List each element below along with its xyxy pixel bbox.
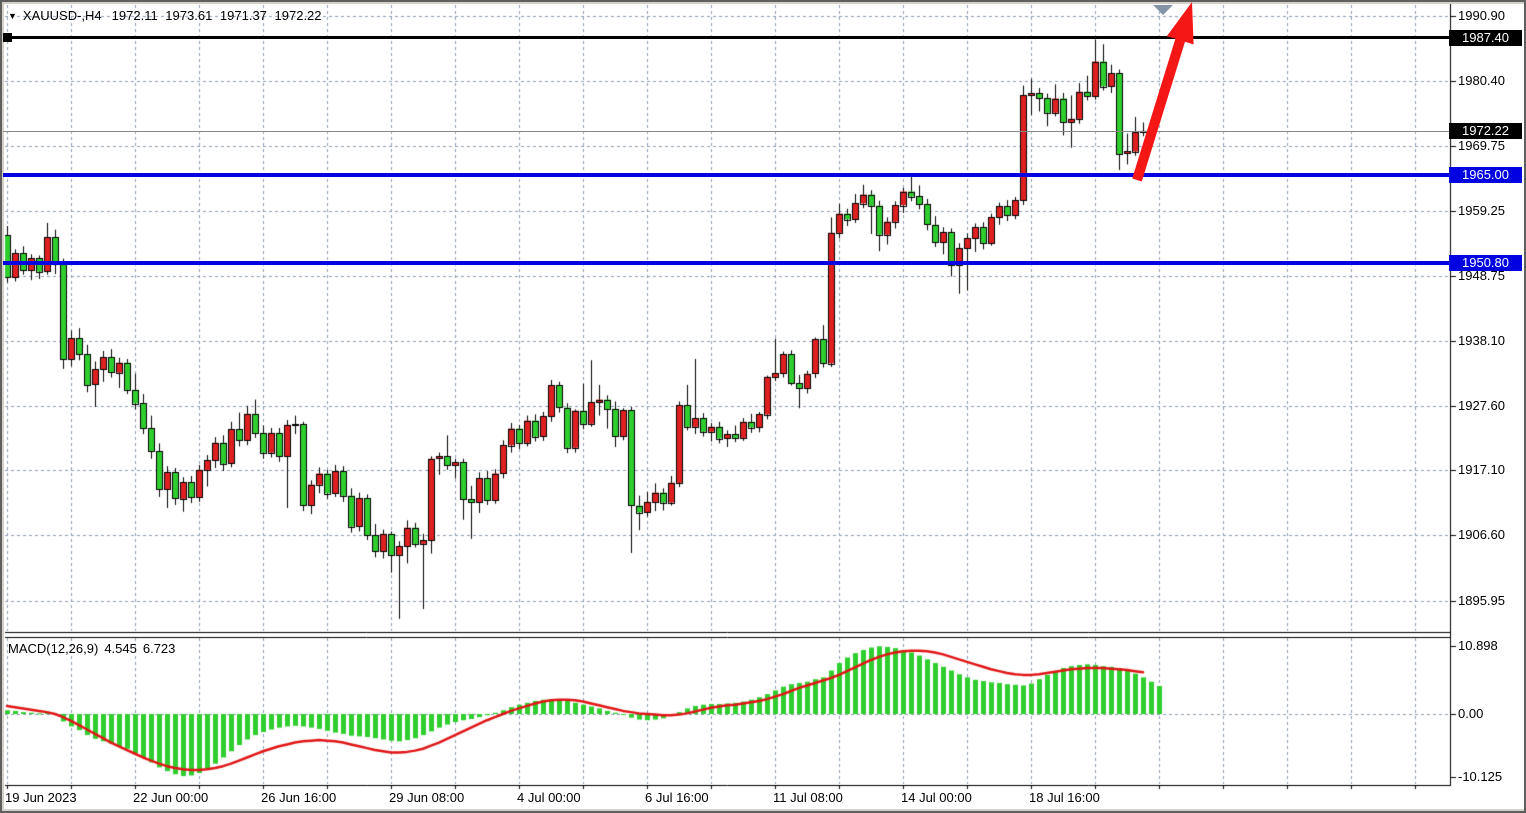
- time-tick-label: 19 Jun 2023: [5, 790, 77, 805]
- time-tick-label: 18 Jul 16:00: [1029, 790, 1100, 805]
- resistance-line[interactable]: [3, 33, 1450, 43]
- symbol-period-label: XAUUSD-,H4: [22, 8, 102, 23]
- time-tick-label: 22 Jun 00:00: [133, 790, 209, 805]
- price-tick-label: 1895.95: [1458, 593, 1505, 608]
- chart-canvas[interactable]: [4, 4, 1524, 809]
- chart-title: ▼ XAUUSD-,H4 1972.11 1973.61 1971.37 1972.…: [8, 8, 322, 23]
- price-badge-resistance: 1987.40: [1449, 30, 1522, 46]
- support-line-1[interactable]: [3, 173, 1450, 178]
- price-tick-label: 1938.10: [1458, 333, 1505, 348]
- line-anchor-icon[interactable]: [3, 33, 12, 43]
- price-badge-support1: 1965.00: [1449, 167, 1522, 183]
- price-badge-support2: 1950.80: [1449, 255, 1522, 271]
- indicator-main-value: 4.545: [104, 641, 137, 656]
- price-badge-current: 1972.22: [1449, 123, 1522, 139]
- macd-tick-label: 10.898: [1458, 638, 1498, 653]
- price-tick-label: 1969.75: [1458, 138, 1505, 153]
- price-tick-label: 1959.25: [1458, 203, 1505, 218]
- price-tick-label: 1927.60: [1458, 398, 1505, 413]
- support-line-2[interactable]: [3, 260, 1450, 265]
- price-tick-label: 1990.90: [1458, 8, 1505, 23]
- macd-tick-label: -10.125: [1458, 769, 1503, 784]
- price-tick-label: 1906.60: [1458, 527, 1505, 542]
- time-tick-label: 26 Jun 16:00: [261, 790, 337, 805]
- time-tick-label: 29 Jun 08:00: [389, 790, 465, 805]
- price-tick-label: 1948.75: [1458, 268, 1505, 283]
- time-tick-label: 4 Jul 00:00: [517, 790, 581, 805]
- time-tick-label: 6 Jul 16:00: [645, 790, 709, 805]
- marker-triangle-icon[interactable]: [1153, 5, 1173, 15]
- time-tick-label: 14 Jul 00:00: [901, 790, 972, 805]
- symbol-dropdown-icon[interactable]: ▼: [8, 11, 17, 21]
- indicator-name: MACD(12,26,9): [8, 641, 99, 656]
- ohlc-values: 1972.11 1973.61 1971.37 1972.22: [111, 8, 322, 23]
- price-tick-label: 1917.10: [1458, 462, 1505, 477]
- trend-arrow-icon[interactable]: [1122, 2, 1202, 188]
- price-tick-label: 1980.40: [1458, 73, 1505, 88]
- macd-tick-label: 0.00: [1458, 706, 1484, 721]
- indicator-label: MACD(12,26,9) 4.545 6.723: [8, 641, 181, 656]
- indicator-signal-value: 6.723: [142, 641, 176, 656]
- time-tick-label: 11 Jul 08:00: [773, 790, 843, 805]
- current-price-line: [3, 131, 1450, 132]
